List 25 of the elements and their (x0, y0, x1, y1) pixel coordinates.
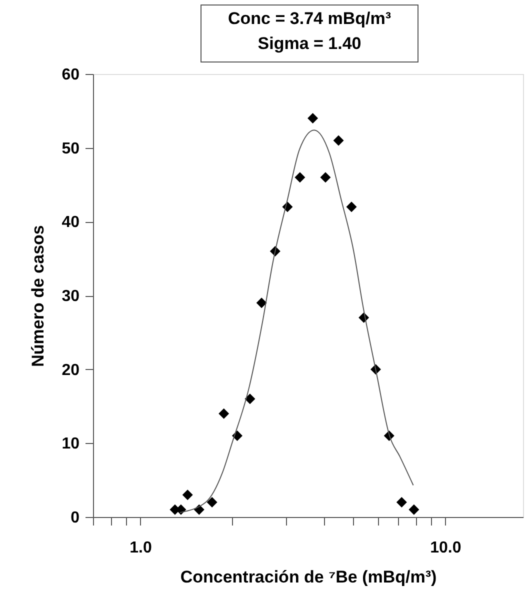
y-axis-title: Número de casos (28, 225, 48, 367)
point (244, 394, 256, 404)
y-tick-label: 60 (62, 66, 80, 84)
point (206, 496, 218, 508)
point (333, 135, 344, 146)
x-axis-title: Concentración de ⁷Be (mBq/m³) (180, 568, 437, 586)
y-tick-label: 50 (62, 140, 80, 158)
y-tick-label: 20 (62, 362, 80, 379)
x-tick-label: 1.0 (130, 540, 152, 556)
point (308, 113, 318, 124)
point (218, 408, 230, 419)
y-tick-label: 10 (62, 436, 80, 453)
text: Conc = 3.74 mBq/m³ (228, 9, 392, 28)
point (182, 490, 193, 500)
point (320, 172, 331, 183)
point (408, 504, 420, 515)
y-tick-label: 40 (62, 214, 80, 232)
point (396, 496, 407, 508)
y-tick-label: 0 (70, 510, 80, 526)
point (294, 172, 306, 183)
point (346, 202, 357, 212)
point (256, 298, 267, 308)
text: Sigma = 1.40 (258, 34, 362, 53)
y-tick-label: 30 (62, 288, 80, 305)
x-tick-label: 10.0 (430, 540, 462, 556)
